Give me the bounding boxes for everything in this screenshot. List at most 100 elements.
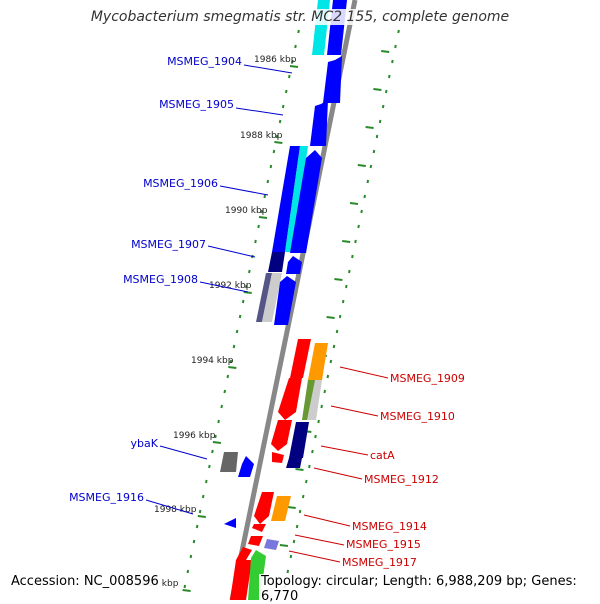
tick-mark [182,589,191,592]
track-dot [272,149,276,154]
track-dot [381,104,385,109]
leader-msmeg-1909 [339,366,389,379]
tick-labels: 1986 kbp 1988 kbp 1990 kbp 1992 kbp 1994… [136,55,297,589]
track-dash [295,468,304,471]
track-dash [357,164,366,167]
gene-label-msmeg-1917[interactable]: MSMEG_1917 [342,556,417,569]
track-dot [329,359,333,364]
tick-mark [212,441,222,444]
gene-label-msmeg-1916[interactable]: MSMEG_1916 [69,491,144,504]
reverse-leaders [288,366,389,563]
track-dot [183,584,187,589]
leader-msmeg-1905 [235,107,284,116]
tick-mark [228,366,237,369]
tick-mark [274,141,283,144]
tick-label: 1998 kbp [154,505,197,515]
track-dot [369,164,373,169]
track-dot [372,149,376,154]
tick-mark [289,65,299,68]
track-dot [260,209,263,214]
track-dot [289,554,293,559]
leader-msmeg-1914 [303,514,351,527]
track-dot [388,74,391,79]
track-dot [298,509,302,514]
gene-label-msmeg-1906[interactable]: MSMEG_1906 [143,177,218,190]
track-dot [214,434,217,439]
track-dot [338,314,342,319]
forward-gene-labels: MSMEG_1904 MSMEG_1905 MSMEG_1906 MSMEG_1… [69,55,242,504]
track-dot [292,539,296,544]
gene-label-msmeg-1912[interactable]: MSMEG_1912 [364,473,439,486]
leader-msmeg-1906 [219,185,269,196]
track-dot [360,209,363,214]
track-dash [365,126,374,129]
track-dot [354,239,357,244]
track-dot [248,269,251,274]
gene-label-cata[interactable]: catA [370,449,395,462]
track-dot [295,524,299,529]
track-dot [198,509,202,514]
track-dot [320,404,323,409]
feature-msmeg-1908-a [256,273,272,322]
tick-label: 1986 kbp [254,55,297,65]
feature-msmeg-1915-a [248,536,263,546]
track-dot [311,449,314,454]
gene-label-msmeg-1904[interactable]: MSMEG_1904 [167,55,242,68]
track-dot [397,29,400,34]
gene-label-msmeg-1910[interactable]: MSMEG_1910 [380,410,455,423]
feature-msmeg-1917-b [230,560,252,600]
track-dot [186,569,190,574]
track-dot [391,59,394,64]
track-dot [332,344,336,349]
feature-msmeg-1907-b [286,256,302,274]
gene-label-msmeg-1908[interactable]: MSMEG_1908 [123,273,198,286]
feature-msmeg-1915-b [264,539,279,550]
track-dot [211,449,214,454]
track-dot [375,134,379,139]
feature-ybak-b [238,456,254,477]
track-dot [305,479,308,484]
tick-label: 1988 kbp [240,131,283,141]
feature-msmeg-1907-a [268,252,285,272]
gene-label-msmeg-1905[interactable]: MSMEG_1905 [159,98,234,111]
gene-label-msmeg-1914[interactable]: MSMEG_1914 [352,520,427,533]
gene-label-msmeg-1915[interactable]: MSMEG_1915 [346,538,421,551]
track-dot [294,44,297,49]
feature-msmeg-1912-b [286,458,302,468]
forward-leaders [145,64,293,515]
track-dot [351,254,354,259]
track-dot [226,374,230,379]
track-dot [192,539,196,544]
tick-label: 1996 kbp [173,431,216,441]
track-dot [308,464,311,469]
topology-summary: Topology: circular; Length: 6,988,209 bp… [259,574,600,604]
track-dot [394,44,397,49]
reverse-gene-labels: MSMEG_1909 MSMEG_1910 catA MSMEG_1912 MS… [342,372,465,569]
gene-label-msmeg-1907[interactable]: MSMEG_1907 [131,238,206,251]
track-dot [286,569,290,574]
feature-msmeg-1917-a [236,547,252,560]
feature-msmeg-1910-c [302,380,315,420]
feature-msmeg-1914-a [254,492,274,524]
forward-features [220,0,347,528]
gene-label-ybak[interactable]: ybaK [131,437,159,450]
track-dot [220,404,223,409]
track-dash [349,202,359,205]
track-dot [275,134,279,139]
track-dot [363,194,366,199]
track-dot [284,89,288,94]
gene-label-msmeg-1909[interactable]: MSMEG_1909 [390,372,465,385]
track-dot [317,419,320,424]
track-dot [241,299,245,304]
feature-msmeg-1906-c [290,150,322,253]
tick-mark [243,291,252,294]
feature-msmeg-1914-c [252,524,266,532]
leader-msmeg-1916 [145,499,194,515]
tick-label: 1990 kbp [225,206,268,216]
track-dot [291,59,294,64]
leader-msmeg-1917 [288,550,341,563]
track-dot [269,164,273,169]
track-dash [373,88,382,91]
feature-msmeg-1908-b [262,273,282,322]
track-dash [279,544,289,547]
